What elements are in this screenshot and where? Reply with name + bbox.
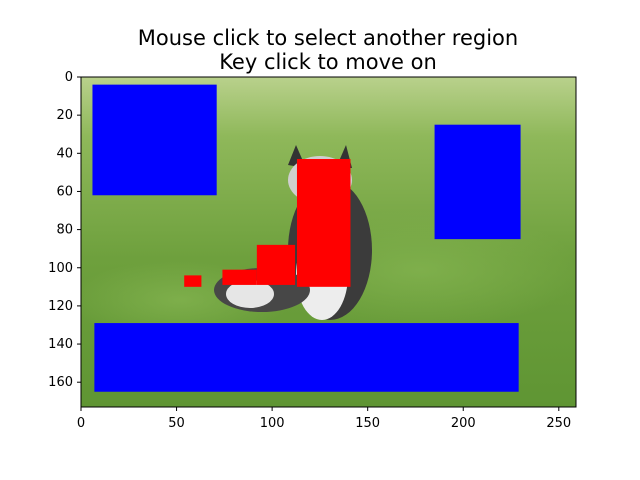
y-tick-label: 100 xyxy=(48,261,73,276)
axes-frame xyxy=(80,76,577,408)
y-tick-label: 160 xyxy=(48,375,73,390)
y-tick-label: 60 xyxy=(56,184,73,199)
figure-title: Mouse click to select another region Key… xyxy=(0,26,640,74)
red-region-5[interactable] xyxy=(222,269,257,285)
x-tick-label: 200 xyxy=(451,416,476,431)
blue-region-1[interactable] xyxy=(434,124,521,240)
x-tick-label: 50 xyxy=(168,416,185,431)
x-tick-label: 100 xyxy=(260,416,285,431)
y-tick-label: 0 xyxy=(65,70,73,85)
red-region-3[interactable] xyxy=(296,159,351,287)
y-tick-label: 140 xyxy=(48,337,73,352)
red-region-6[interactable] xyxy=(184,275,202,287)
y-tick-label: 80 xyxy=(56,223,73,238)
y-tick-label: 40 xyxy=(56,146,73,161)
title-line-1: Mouse click to select another region xyxy=(137,26,519,50)
x-tick-label: 0 xyxy=(77,416,85,431)
y-tick-label: 120 xyxy=(48,299,73,314)
x-tick-label: 250 xyxy=(546,416,571,431)
red-region-4[interactable] xyxy=(256,244,296,285)
blue-region-2[interactable] xyxy=(94,323,519,392)
x-tick-label: 150 xyxy=(355,416,380,431)
blue-region-0[interactable] xyxy=(92,84,217,196)
title-line-2: Key click to move on xyxy=(219,50,437,74)
y-tick-label: 20 xyxy=(56,108,73,123)
